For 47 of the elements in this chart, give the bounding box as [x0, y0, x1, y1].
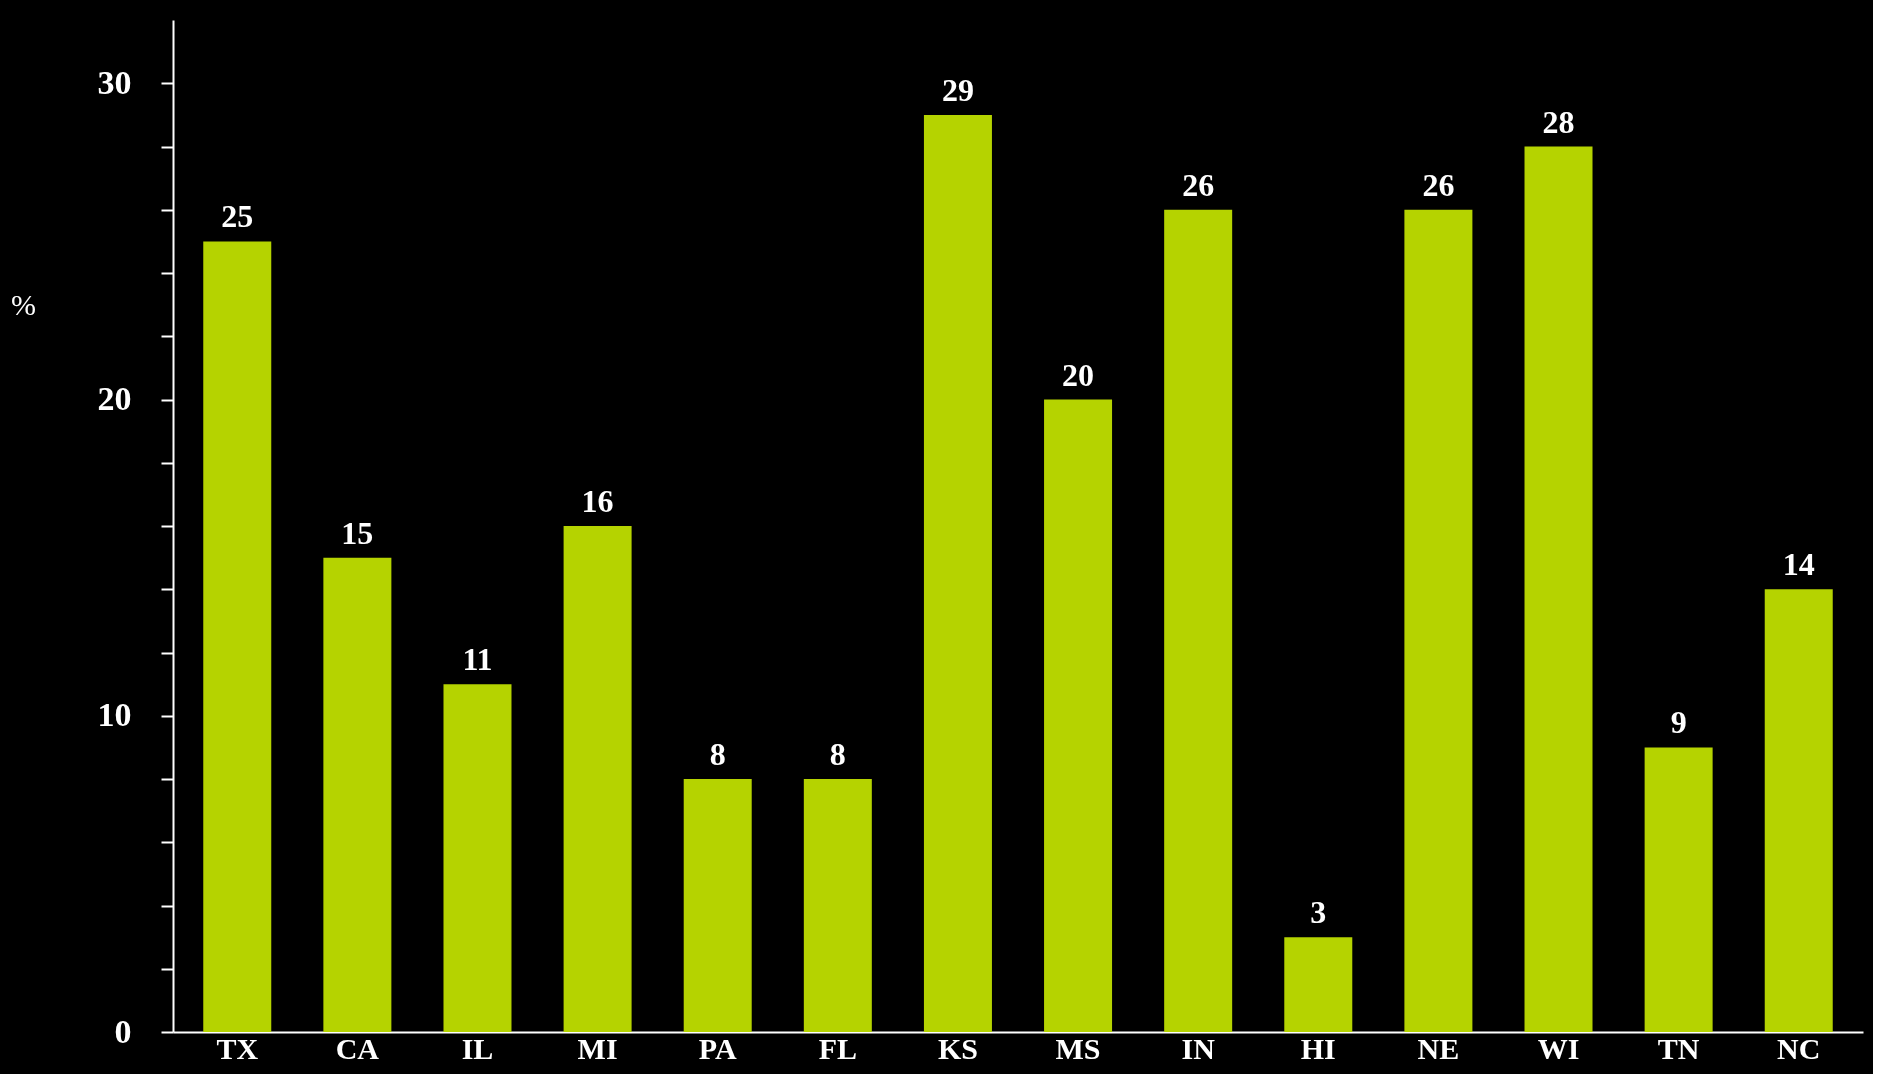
x-tick-label: KS [937, 1031, 978, 1065]
data-label: 29 [941, 71, 974, 108]
y-tick-label: 30 [97, 63, 132, 101]
x-tick-label: IN [1181, 1031, 1216, 1065]
y-axis-title: % [11, 287, 36, 321]
bar [683, 779, 752, 1032]
x-tick-label: TX [216, 1031, 259, 1065]
x-tick-label: HI [1300, 1031, 1336, 1065]
bar [1044, 399, 1113, 1032]
y-tick-label: 10 [97, 696, 132, 734]
x-tick-label: FL [818, 1031, 857, 1065]
data-label: 9 [1670, 704, 1687, 741]
data-label: 26 [1422, 166, 1455, 203]
bar [1644, 747, 1713, 1032]
bar [203, 241, 272, 1032]
bar [563, 526, 632, 1032]
x-tick-label: IL [461, 1031, 494, 1065]
x-tick-label: TN [1657, 1031, 1700, 1065]
bar [1164, 209, 1233, 1032]
x-tick-label: MI [577, 1031, 618, 1065]
y-tick-label: 20 [97, 380, 132, 417]
x-tick-label: MS [1055, 1031, 1101, 1065]
data-label: 11 [462, 641, 493, 678]
x-tick-label: NC [1777, 1031, 1821, 1065]
bar [1404, 209, 1473, 1032]
data-label: 25 [221, 198, 254, 235]
bar [443, 684, 512, 1032]
x-tick-label: NE [1417, 1031, 1460, 1065]
bar [1764, 589, 1833, 1032]
y-tick-label: 0 [114, 1012, 132, 1050]
data-label: 20 [1062, 356, 1095, 393]
data-label: 3 [1310, 894, 1327, 931]
bar [803, 779, 872, 1032]
data-label: 8 [709, 736, 726, 772]
x-tick-label: WI [1537, 1031, 1580, 1065]
data-label: 26 [1182, 166, 1215, 203]
bar [1284, 937, 1353, 1032]
bar [923, 114, 992, 1032]
data-label: 16 [581, 483, 614, 519]
data-label: 8 [829, 736, 846, 772]
bar [323, 557, 392, 1032]
data-label: 14 [1782, 546, 1815, 583]
bar [1524, 146, 1593, 1032]
x-tick-label: PA [698, 1031, 737, 1065]
data-label: 28 [1542, 103, 1575, 140]
x-tick-label: CA [335, 1031, 380, 1065]
data-label: 15 [341, 514, 374, 551]
